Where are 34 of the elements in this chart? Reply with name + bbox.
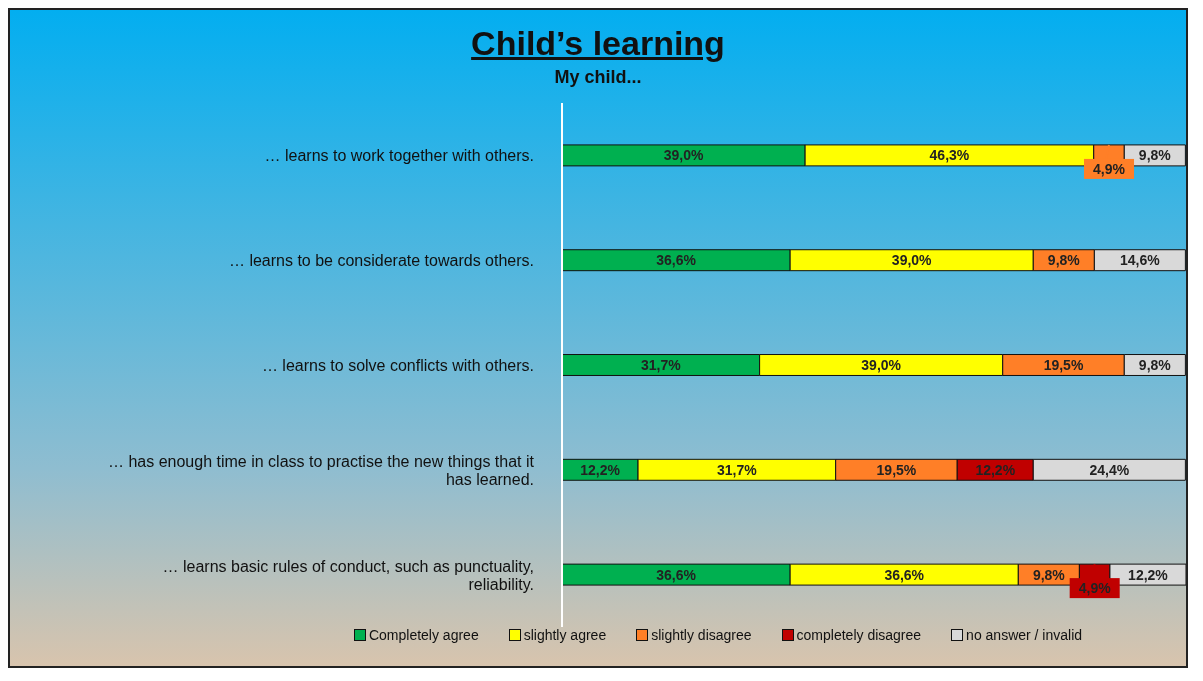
data-label: 19,5% bbox=[876, 461, 917, 478]
legend-label: completely disagree bbox=[796, 627, 922, 643]
data-label: 19,5% bbox=[1043, 357, 1084, 373]
data-label: 31,7% bbox=[640, 357, 682, 373]
data-label: 12,2% bbox=[975, 461, 1016, 478]
data-label: 24,4% bbox=[1089, 461, 1130, 478]
y-tick-label: … learns to solve conflicts with others. bbox=[261, 356, 534, 374]
data-label: 39,0% bbox=[663, 147, 704, 164]
data-label: 12,2% bbox=[1128, 566, 1169, 583]
legend-label: slightly disagree bbox=[651, 627, 752, 643]
data-label: 4,9% bbox=[1093, 160, 1126, 177]
legend-label: Completely agree bbox=[368, 627, 479, 643]
legend-label: no answer / invalid bbox=[966, 627, 1083, 643]
data-label: 36,6% bbox=[656, 566, 697, 583]
y-tick-label: … has enough time in class to practise the new things that it has learned. bbox=[107, 452, 535, 488]
y-tick-label: … learns basic rules of conduct, such as punctuality, reliability. bbox=[162, 557, 534, 593]
chart-subtitle: My child... bbox=[553, 67, 643, 88]
data-label: 14,6% bbox=[1120, 252, 1161, 269]
data-label: 36,6% bbox=[656, 252, 697, 269]
data-label: 9,8% bbox=[1032, 566, 1066, 583]
data-label: 46,3% bbox=[929, 147, 970, 164]
data-label: 31,7% bbox=[717, 461, 758, 478]
data-label: 39,0% bbox=[891, 252, 933, 269]
data-label: 9,8% bbox=[1138, 357, 1172, 373]
y-tick-label: … learns to work together with others. bbox=[264, 146, 534, 164]
legend-label: slightly agree bbox=[523, 627, 607, 643]
chart-title: Child’s learning bbox=[470, 24, 726, 63]
data-label: 12,2% bbox=[580, 461, 621, 478]
data-label: 9,8% bbox=[1047, 252, 1081, 269]
data-label: 4,9% bbox=[1078, 580, 1112, 597]
y-tick-label: … learns to be considerate towards others. bbox=[228, 251, 534, 269]
data-label: 39,0% bbox=[861, 357, 902, 373]
data-label: 9,8% bbox=[1138, 147, 1172, 164]
data-label: 36,6% bbox=[884, 566, 925, 583]
